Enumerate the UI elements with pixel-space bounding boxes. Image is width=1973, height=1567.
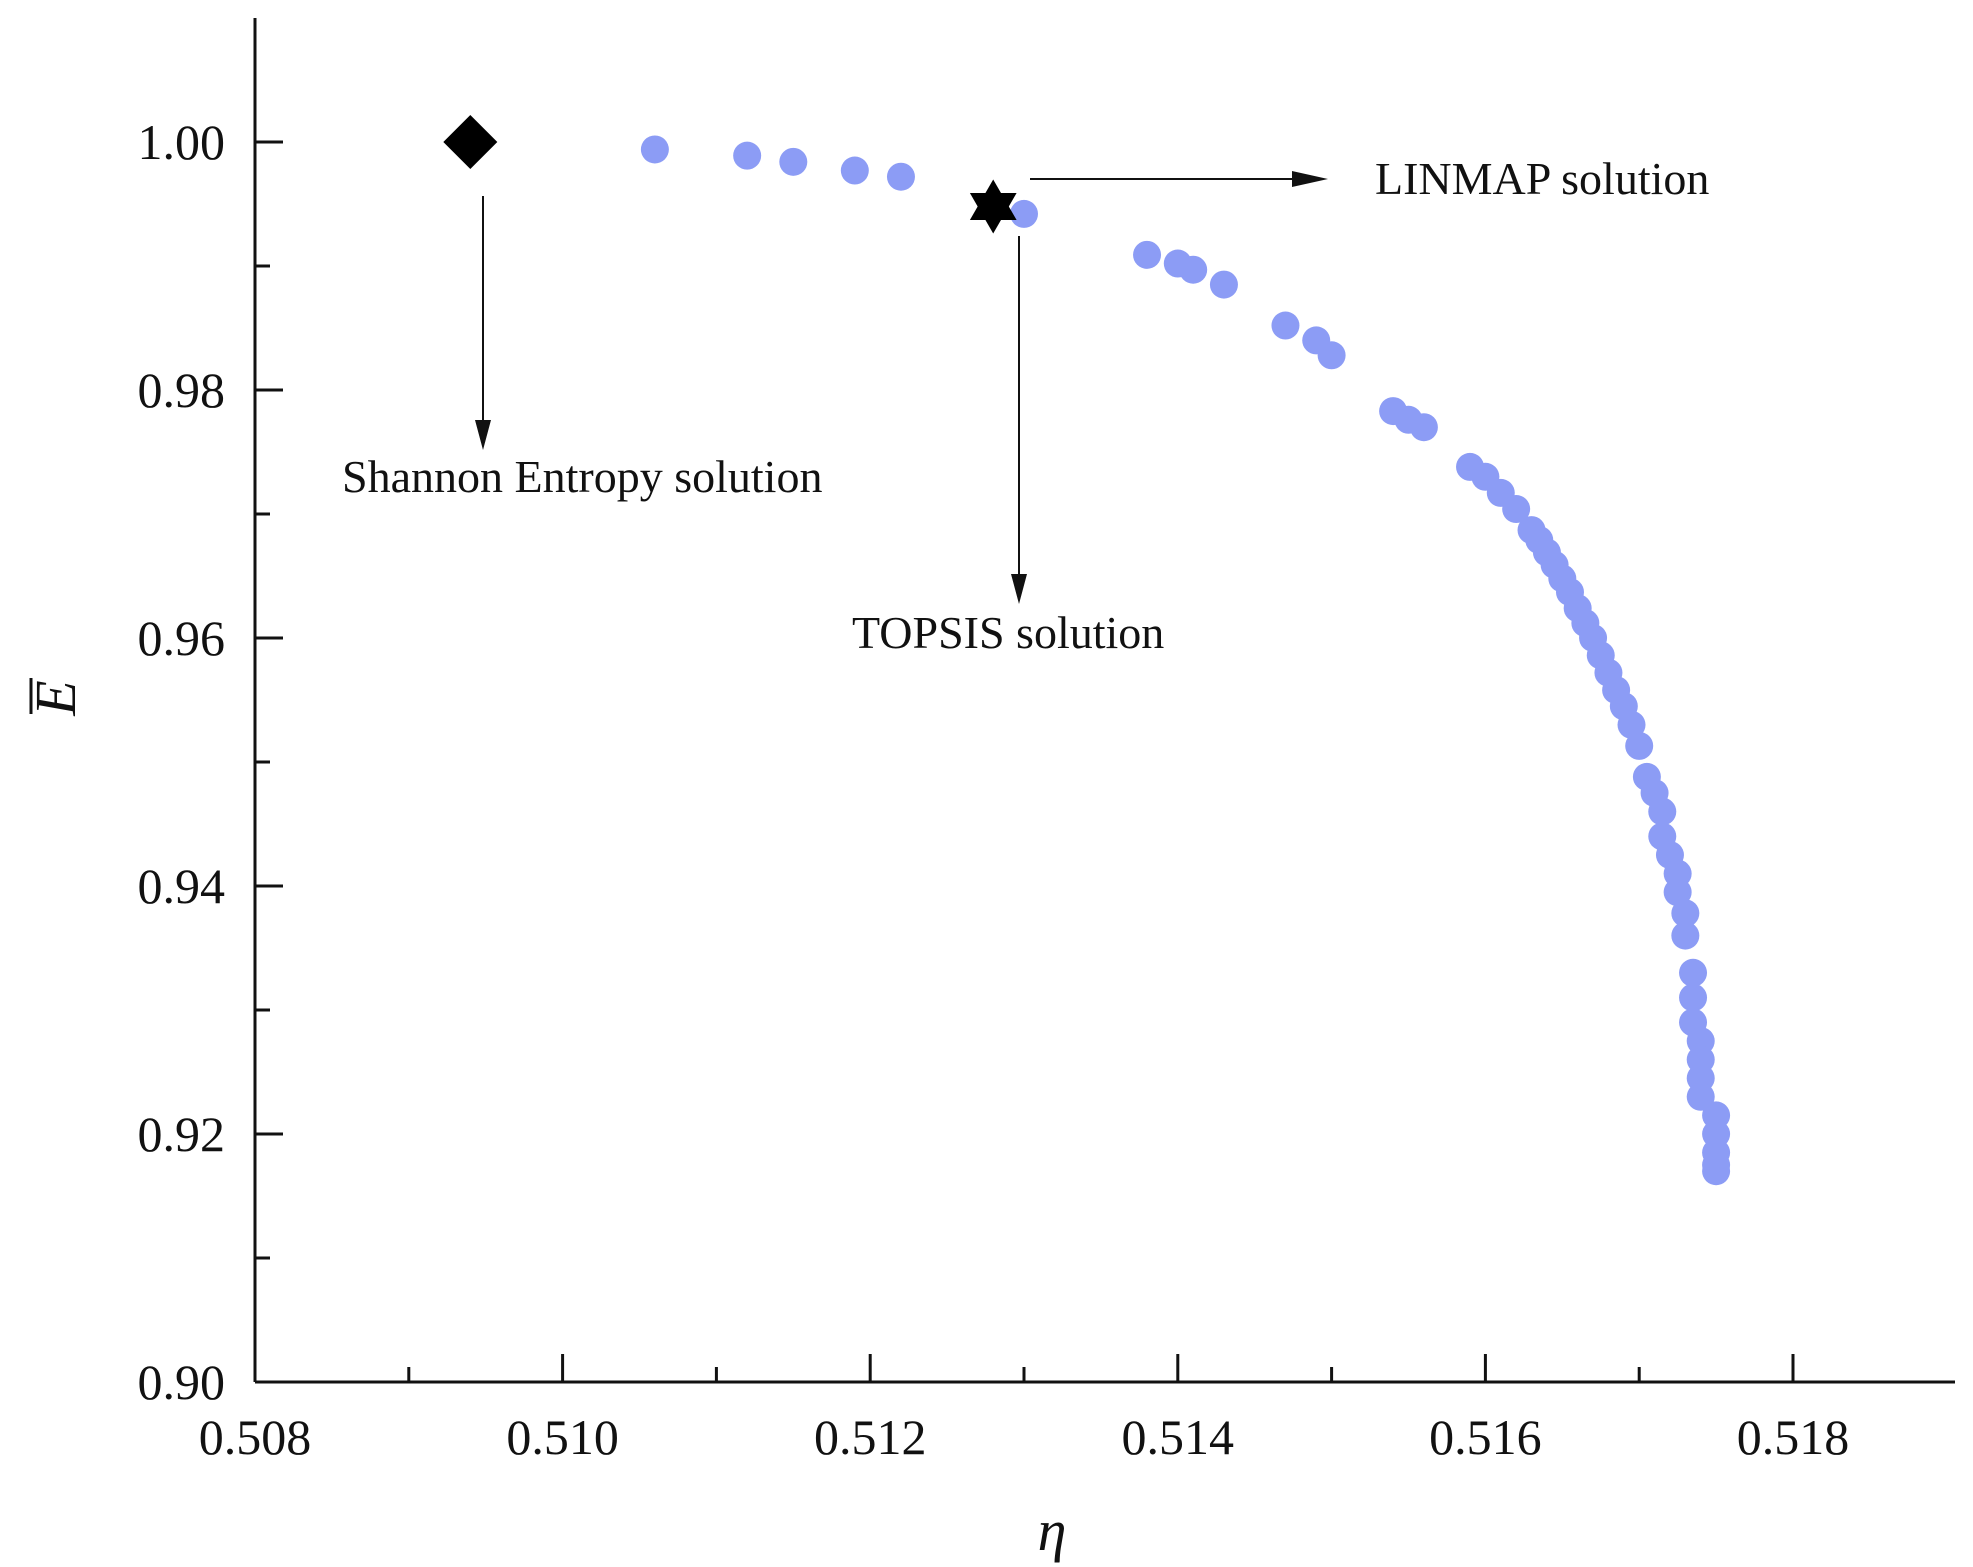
- pareto-point: [1679, 983, 1708, 1012]
- solution-markers: [443, 115, 1017, 234]
- x-tick-label: 0.510: [506, 1409, 619, 1465]
- y-axis-title: E: [23, 680, 88, 716]
- pareto-point: [1317, 341, 1346, 370]
- pareto-point: [1671, 899, 1700, 928]
- y-tick-label: 0.94: [138, 858, 226, 914]
- data-points: [640, 135, 1731, 1186]
- pareto-point: [1133, 240, 1162, 269]
- ticks: 0.508 0.510 0.512 0.514 0.516 0.518 0.90 0.92 0.…: [138, 114, 1850, 1465]
- x-tick-label: 0.514: [1122, 1409, 1235, 1465]
- x-tick-label: 0.516: [1429, 1409, 1542, 1465]
- y-axis-title-group: E: [23, 678, 88, 717]
- annotation-arrows: [475, 171, 1328, 604]
- pareto-point: [1179, 255, 1208, 284]
- pareto-point: [1010, 199, 1038, 228]
- y-tick-label: 1.00: [138, 114, 226, 170]
- pareto-point: [1686, 1082, 1715, 1111]
- shannon-entropy-marker: [443, 115, 498, 169]
- pareto-point: [1648, 797, 1677, 826]
- pareto-point: [640, 135, 669, 164]
- x-axis-title: η: [1038, 1498, 1067, 1563]
- pareto-point: [1679, 958, 1708, 987]
- pareto-point: [1502, 495, 1531, 524]
- pareto-point: [1625, 731, 1654, 760]
- x-tick-label: 0.512: [814, 1409, 927, 1465]
- star-marker-down: [969, 193, 1017, 234]
- x-tick-label: 0.508: [199, 1409, 312, 1465]
- pareto-point: [1271, 311, 1300, 340]
- annotation-shannon: Shannon Entropy solution: [342, 451, 822, 502]
- pareto-point: [1209, 270, 1238, 299]
- y-tick-label: 0.92: [138, 1106, 226, 1162]
- pareto-point: [779, 147, 808, 176]
- linmap-arrow-head: [1292, 171, 1328, 187]
- pareto-point: [733, 141, 762, 170]
- y-tick-label: 0.98: [138, 362, 226, 418]
- pareto-point: [840, 156, 869, 185]
- annotation-linmap: LINMAP solution: [1375, 153, 1709, 204]
- axes: [253, 18, 1955, 1384]
- pareto-point: [1409, 413, 1438, 442]
- pareto-point: [886, 162, 915, 191]
- pareto-point: [1663, 878, 1692, 907]
- pareto-point: [1617, 710, 1646, 739]
- topsis-arrow-head: [1011, 574, 1027, 604]
- y-tick-label: 0.96: [138, 610, 226, 666]
- y-tick-label: 0.90: [138, 1354, 226, 1410]
- x-tick-label: 0.518: [1737, 1409, 1850, 1465]
- pareto-point: [1671, 921, 1700, 950]
- pareto-point: [1702, 1157, 1731, 1186]
- shannon-arrow-head: [475, 420, 491, 450]
- annotation-topsis: TOPSIS solution: [852, 607, 1164, 658]
